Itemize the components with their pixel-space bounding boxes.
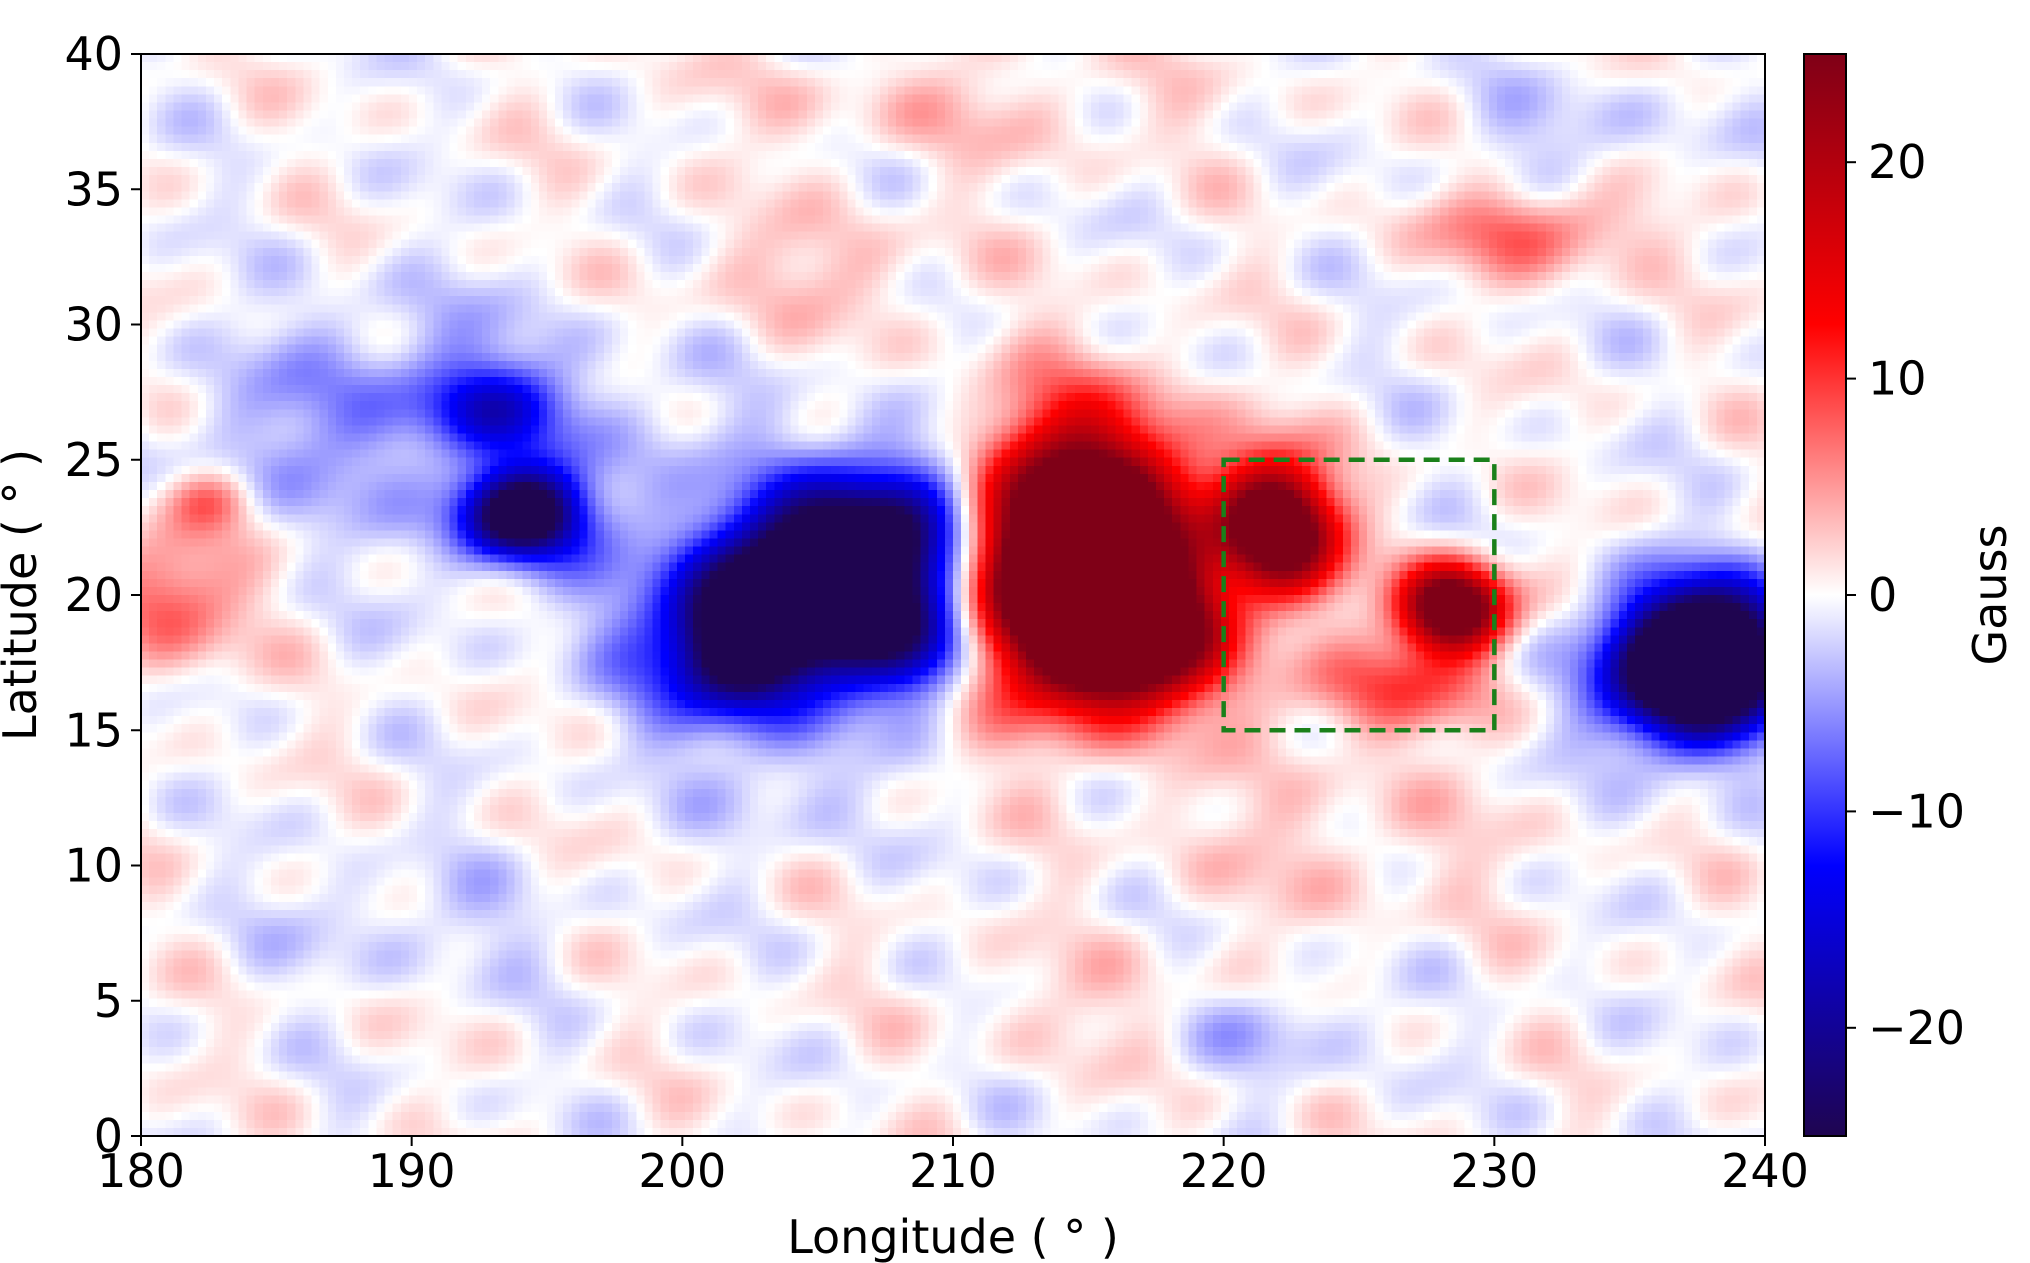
x-axis-label: Longitude ( ° ) (787, 1210, 1119, 1263)
y-tick-label: 40 (64, 27, 123, 81)
colorbar-ticks: −20 −10 0 10 20 (1846, 135, 1965, 1055)
y-tick-label: 25 (64, 433, 123, 487)
y-tick-label: 0 (94, 1109, 123, 1163)
colorbar: −20 −10 0 10 20 Gauss (1803, 53, 2017, 1137)
y-axis: 0 5 10 15 20 25 30 35 40 (64, 27, 141, 1163)
colorbar-tick-label: 0 (1868, 568, 1897, 622)
x-tick-label: 180 (97, 1144, 185, 1198)
y-tick-label: 30 (64, 298, 123, 352)
colorbar-tick-label: −20 (1868, 1001, 1965, 1055)
heatmap-plot (140, 53, 1766, 1137)
y-tick-label: 10 (64, 839, 123, 893)
heatmap-image (141, 54, 1765, 1136)
y-tick-label: 35 (64, 162, 123, 216)
x-tick-label: 220 (1180, 1144, 1268, 1198)
x-tick-label: 240 (1721, 1144, 1809, 1198)
x-tick-label: 210 (909, 1144, 997, 1198)
x-tick-label: 190 (368, 1144, 456, 1198)
colorbar-tick-label: 10 (1868, 352, 1927, 406)
colorbar-label: Gauss (1963, 525, 2017, 666)
annotation-box (1221, 457, 1497, 733)
y-tick-label: 20 (64, 568, 123, 622)
y-tick-label: 5 (94, 974, 123, 1028)
x-tick-label: 230 (1450, 1144, 1538, 1198)
colorbar-tick-label: 20 (1868, 135, 1927, 189)
x-axis: 180 190 200 210 220 230 240 (97, 1136, 1809, 1198)
y-tick-label: 15 (64, 703, 123, 757)
colorbar-fill (1803, 53, 1847, 1137)
x-tick-label: 200 (638, 1144, 726, 1198)
colorbar-tick-label: −10 (1868, 784, 1965, 838)
y-axis-label: Latitude ( ° ) (0, 449, 47, 741)
